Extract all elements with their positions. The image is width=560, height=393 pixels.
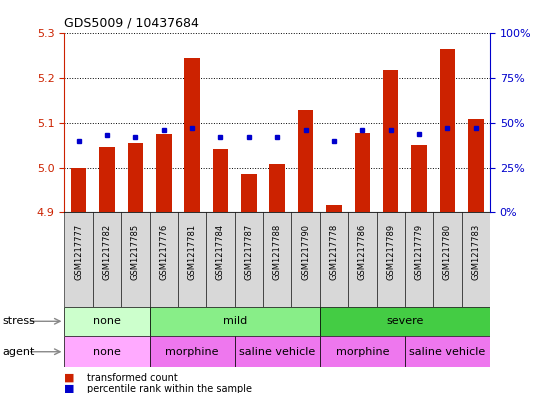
Text: GSM1217788: GSM1217788 [273, 224, 282, 280]
Bar [468, 119, 484, 212]
Bar [178, 212, 206, 307]
Bar [64, 212, 93, 307]
Bar [291, 212, 320, 307]
Bar [150, 212, 178, 307]
Text: mild: mild [222, 316, 247, 326]
Bar [326, 205, 342, 212]
Bar [440, 49, 455, 212]
Text: ■: ■ [64, 373, 75, 383]
Bar [93, 212, 121, 307]
Bar [354, 133, 370, 212]
Bar [320, 212, 348, 307]
Text: none: none [93, 347, 121, 357]
Bar [71, 167, 86, 212]
Text: GSM1217790: GSM1217790 [301, 224, 310, 279]
Text: percentile rank within the sample: percentile rank within the sample [87, 384, 252, 393]
Text: ■: ■ [64, 384, 75, 393]
Text: GSM1217785: GSM1217785 [131, 224, 140, 280]
Bar [263, 212, 291, 307]
Text: GSM1217786: GSM1217786 [358, 224, 367, 280]
Text: stress: stress [3, 316, 36, 326]
Text: morphine: morphine [335, 347, 389, 357]
Bar [206, 212, 235, 307]
Text: none: none [93, 316, 121, 326]
Text: GSM1217787: GSM1217787 [244, 224, 253, 280]
Text: GSM1217780: GSM1217780 [443, 224, 452, 280]
Text: GSM1217782: GSM1217782 [102, 224, 111, 280]
Bar [156, 134, 171, 212]
Text: morphine: morphine [165, 347, 219, 357]
Text: severe: severe [386, 316, 423, 326]
Bar [241, 174, 256, 212]
Bar [411, 145, 427, 212]
Bar [320, 307, 490, 336]
Text: GSM1217776: GSM1217776 [159, 224, 168, 280]
Text: saline vehicle: saline vehicle [409, 347, 486, 357]
Text: agent: agent [3, 347, 35, 357]
Bar [235, 212, 263, 307]
Bar [320, 336, 405, 367]
Bar [298, 110, 314, 212]
Bar [184, 58, 200, 212]
Text: transformed count: transformed count [87, 373, 178, 383]
Bar [213, 149, 228, 212]
Bar [64, 336, 150, 367]
Text: GSM1217783: GSM1217783 [472, 224, 480, 280]
Bar [99, 147, 115, 212]
Bar [128, 143, 143, 212]
Bar [405, 336, 490, 367]
Text: GSM1217779: GSM1217779 [414, 224, 423, 280]
Bar [383, 70, 399, 212]
Bar [150, 336, 235, 367]
Text: GSM1217789: GSM1217789 [386, 224, 395, 280]
Bar [376, 212, 405, 307]
Bar [433, 212, 461, 307]
Text: GSM1217777: GSM1217777 [74, 224, 83, 280]
Text: GDS5009 / 10437684: GDS5009 / 10437684 [64, 17, 199, 29]
Text: GSM1217781: GSM1217781 [188, 224, 197, 280]
Text: saline vehicle: saline vehicle [239, 347, 315, 357]
Bar [461, 212, 490, 307]
Text: GSM1217784: GSM1217784 [216, 224, 225, 280]
Bar [121, 212, 150, 307]
Bar [64, 307, 150, 336]
Bar [269, 164, 285, 212]
Bar [348, 212, 376, 307]
Bar [150, 307, 320, 336]
Bar [235, 336, 320, 367]
Text: GSM1217778: GSM1217778 [329, 224, 338, 280]
Bar [405, 212, 433, 307]
